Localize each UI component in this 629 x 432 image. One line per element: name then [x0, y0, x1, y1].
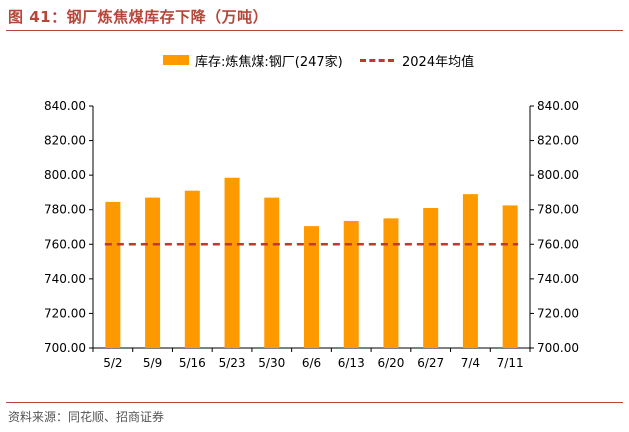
y-tick-label-right: 840.00: [537, 99, 579, 113]
y-tick-label-left: 740.00: [44, 272, 86, 286]
y-tick-label-left: 820.00: [44, 134, 86, 148]
legend: 库存:炼焦煤:钢厂(247家) 2024年均值: [0, 48, 629, 72]
x-tick-label: 6/27: [417, 356, 444, 370]
legend-swatch-bar: [163, 55, 189, 65]
y-tick-label-right: 740.00: [537, 272, 579, 286]
y-tick-label-left: 700.00: [44, 341, 86, 355]
x-tick-label: 7/11: [497, 356, 524, 370]
x-tick-label: 5/2: [103, 356, 122, 370]
x-tick-label: 6/20: [377, 356, 404, 370]
bar: [184, 190, 200, 348]
legend-item-inventory: 库存:炼焦煤:钢厂(247家): [163, 48, 343, 72]
y-tick-label-right: 700.00: [537, 341, 579, 355]
y-tick-label-left: 760.00: [44, 237, 86, 251]
y-tick-label-left: 840.00: [44, 99, 86, 113]
bar: [105, 201, 121, 348]
y-tick-label-left: 720.00: [44, 306, 86, 320]
x-tick-label: 6/13: [338, 356, 365, 370]
y-tick-label-right: 780.00: [537, 203, 579, 217]
x-tick-label: 5/9: [143, 356, 162, 370]
x-tick-label: 6/6: [302, 356, 321, 370]
bar: [264, 197, 280, 348]
title-divider: [6, 30, 623, 31]
legend-label-average: 2024年均值: [402, 54, 475, 70]
bar: [462, 194, 478, 348]
y-tick-label-right: 720.00: [537, 306, 579, 320]
bar: [145, 197, 161, 348]
source-note: 资料来源：同花顺、招商证券: [8, 410, 165, 424]
chart-title: 图 41：钢厂炼焦煤库存下降（万吨）: [8, 8, 269, 26]
legend-item-average: 2024年均值: [360, 48, 474, 72]
bar: [423, 207, 439, 348]
x-tick-label: 5/23: [219, 356, 246, 370]
bar: [502, 205, 518, 348]
legend-label-inventory: 库存:炼焦煤:钢厂(247家): [195, 54, 343, 70]
bar: [343, 220, 359, 348]
y-tick-label-right: 800.00: [537, 168, 579, 182]
x-tick-label: 5/30: [258, 356, 285, 370]
y-tick-label-left: 800.00: [44, 168, 86, 182]
y-tick-label-left: 780.00: [44, 203, 86, 217]
x-tick-label: 7/4: [461, 356, 480, 370]
x-tick-label: 5/16: [179, 356, 206, 370]
bar: [224, 177, 240, 348]
legend-swatch-dashed-line: [360, 58, 394, 62]
bar: [304, 226, 319, 348]
y-tick-label-right: 760.00: [537, 237, 579, 251]
source-divider: [6, 402, 623, 403]
bar: [383, 218, 399, 348]
y-tick-label-right: 820.00: [537, 134, 579, 148]
